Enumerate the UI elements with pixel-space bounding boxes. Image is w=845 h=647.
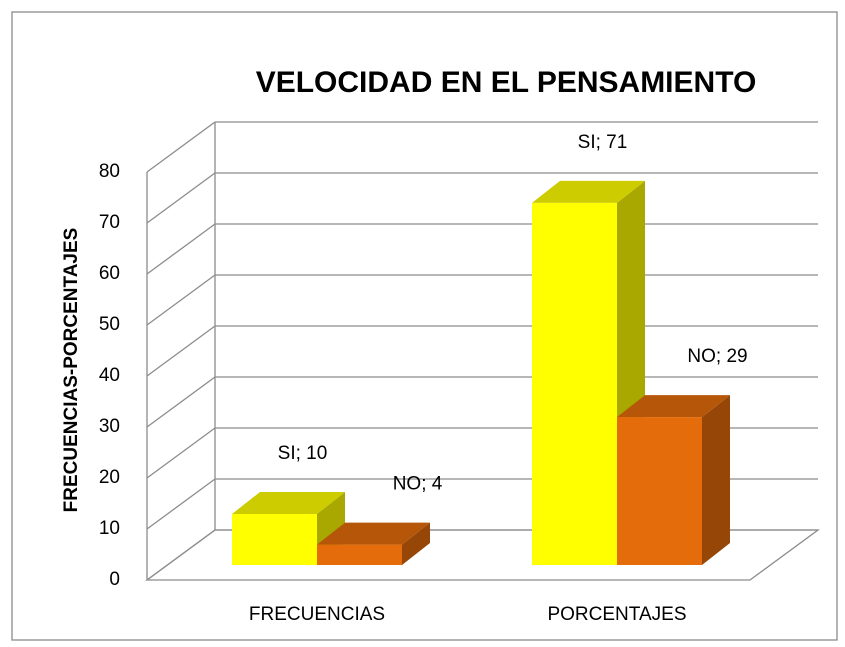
bar [232, 514, 317, 565]
y-axis-label: FRECUENCIAS-PORCENTAJES [61, 228, 82, 513]
bar [317, 544, 402, 565]
grid-diagonal [146, 121, 216, 173]
y-tick-label: 80 [99, 161, 120, 182]
grid-diagonal [146, 478, 216, 530]
bar-top [232, 492, 345, 514]
data-label: SI; 10 [278, 443, 328, 464]
grid-diagonal [146, 427, 216, 479]
x-tick-label: PORCENTAJES [547, 604, 686, 625]
bar [532, 202, 617, 565]
bar [617, 417, 702, 565]
grid-diagonal [146, 529, 216, 581]
y-tick-label: 40 [99, 365, 120, 386]
y-tick-label: 0 [109, 569, 120, 590]
grid-diagonal [146, 274, 216, 326]
grid-diagonal [146, 376, 216, 428]
bar-side [702, 395, 730, 565]
bar-top [617, 395, 730, 418]
bar-side [402, 522, 430, 565]
grid-diagonal [146, 223, 216, 275]
grid-diagonal [146, 325, 216, 377]
bar-top [532, 180, 645, 203]
data-label: SI; 71 [578, 132, 628, 153]
grid-diagonal [146, 172, 216, 224]
y-tick-label: 30 [99, 416, 120, 437]
data-label: NO; 29 [687, 346, 747, 367]
chart-title: VELOCIDAD EN EL PENSAMIENTO [256, 66, 757, 99]
x-tick-label: FRECUENCIAS [249, 604, 385, 625]
y-tick-label: 70 [99, 212, 120, 233]
y-tick-label: 10 [99, 518, 120, 539]
y-tick-label: 60 [99, 263, 120, 284]
y-tick-label: 50 [99, 314, 120, 335]
y-tick-label: 20 [99, 467, 120, 488]
bar-top [317, 522, 430, 545]
data-label: NO; 4 [393, 474, 443, 495]
